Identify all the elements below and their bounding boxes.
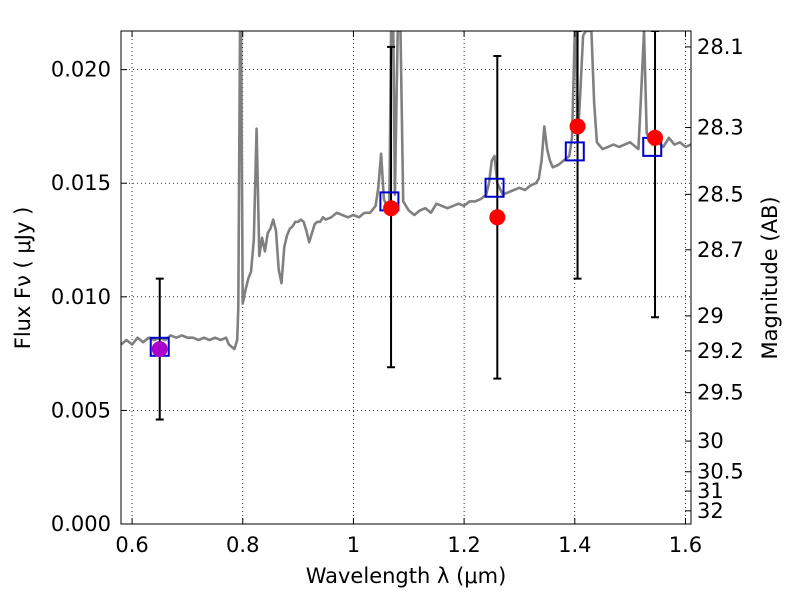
y-tick-label: 0.005: [51, 398, 111, 422]
data-series: [121, 31, 691, 421]
observed-photometry-point: [569, 118, 586, 135]
y2-tick-label: 29: [697, 304, 724, 328]
plot-frame: [120, 30, 692, 525]
y-tick-label: 0.015: [51, 171, 111, 195]
y2-tick-label: 30.5: [697, 460, 744, 484]
model-photometry-square: [484, 177, 505, 198]
x-tick-label: 1: [347, 533, 360, 557]
y2-tick-label: 29.2: [697, 339, 744, 363]
y-tick-label: 0.010: [51, 285, 111, 309]
y-axis-label: Flux Fν ( μJy ): [11, 207, 35, 350]
y2-tick-label: 31: [697, 479, 724, 503]
y2-axis-label: Magnitude (AB): [758, 196, 782, 359]
y2-tick-label: 28.3: [697, 116, 744, 140]
tick-labels: 0.6 0.8 1 1.2 1.4 1.6 0.000 0.005 0.010 0.015 0.02…: [51, 35, 744, 557]
y2-tick-label: 29.5: [697, 381, 744, 405]
observed-photometry-point: [647, 129, 664, 146]
model-photometry-square: [564, 141, 585, 162]
observed-photometry-point: [151, 341, 168, 358]
axis-ticks: [121, 31, 691, 525]
y-tick-label: 0.020: [51, 58, 111, 82]
x-tick-label: 1.4: [558, 533, 591, 557]
x-tick-label: 1.2: [447, 533, 480, 557]
x-axis-label: Wavelength λ (μm): [306, 564, 507, 588]
y2-tick-label: 32: [697, 499, 724, 523]
y2-tick-label: 28.1: [697, 35, 744, 59]
y2-tick-label: 28.5: [697, 182, 744, 206]
plot-area: [121, 31, 691, 524]
y2-tick-label: 30: [697, 429, 724, 453]
observed-photometry-point: [489, 209, 506, 226]
x-tick-label: 0.8: [226, 533, 259, 557]
x-tick-label: 1.6: [669, 533, 702, 557]
observed-photometry-point: [383, 200, 400, 217]
x-tick-label: 0.6: [115, 533, 148, 557]
y2-tick-label: 28.7: [697, 238, 744, 262]
y-tick-label: 0.000: [51, 512, 111, 536]
